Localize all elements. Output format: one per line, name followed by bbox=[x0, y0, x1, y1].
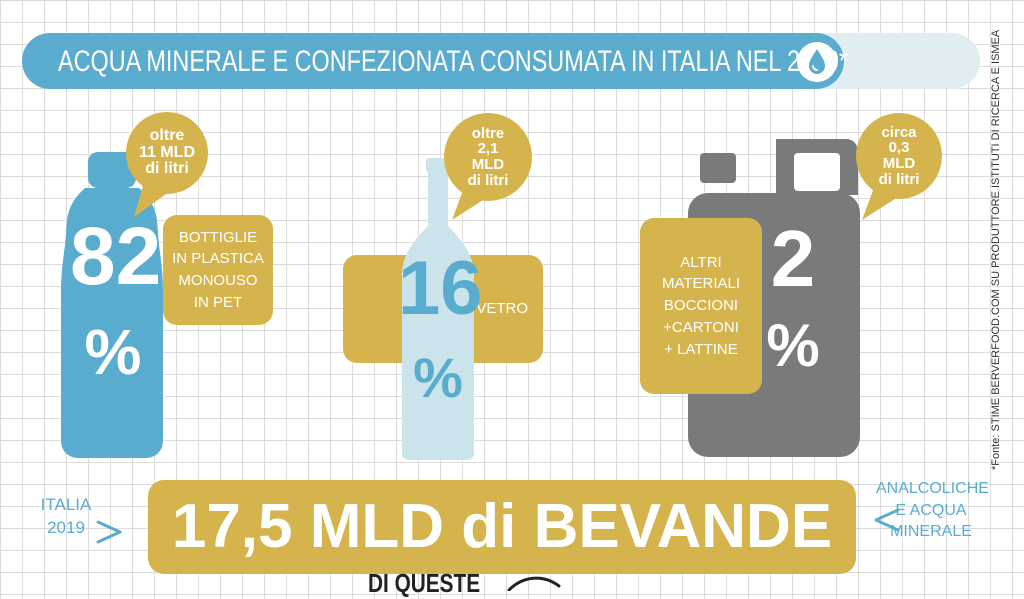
plastic-bottle-icon bbox=[61, 152, 163, 458]
title-bar bbox=[22, 33, 844, 89]
bubble-line: circa bbox=[881, 123, 917, 141]
bubble-line: di litri bbox=[878, 170, 920, 188]
source-note: *Fonte: STIME BERVERFOOD.COM SU PRODUTTO… bbox=[990, 29, 1002, 470]
label-line: IN PLASTICA bbox=[172, 250, 264, 268]
plastic-label: BOTTIGLIE IN PLASTICA MONOUSO IN PET bbox=[163, 215, 273, 325]
bubble-line: oltre bbox=[149, 126, 185, 144]
total-banner bbox=[148, 480, 856, 574]
caption-line: MINERALE bbox=[890, 523, 972, 541]
bubble-line: oltre bbox=[471, 124, 505, 142]
bubble-line: MLD bbox=[882, 155, 916, 172]
caption-line: ITALIA bbox=[40, 495, 92, 514]
bubble-line: di litri bbox=[467, 171, 509, 189]
other-label: ALTRI MATERIALI BOCCIONI +CARTONI + LATT… bbox=[640, 218, 762, 394]
left-caption: ITALIA 2019 bbox=[26, 494, 106, 540]
plastic-volume-bubble: oltre 11 MLD di litri bbox=[126, 112, 208, 194]
label-line: BOCCIONI bbox=[663, 297, 739, 315]
bubble-line: di litri bbox=[145, 160, 189, 178]
bubble-line: 0,3 bbox=[888, 139, 910, 157]
label-line: + LATTINE bbox=[664, 340, 738, 358]
label-line: ALTRI bbox=[680, 253, 722, 271]
curved-arrow-icon bbox=[507, 576, 561, 591]
chevron-left-icon bbox=[874, 508, 900, 532]
glass-percent-sign: % bbox=[413, 346, 463, 409]
label-line: VETRO bbox=[476, 300, 528, 318]
plastic-percent-number: 82 bbox=[70, 211, 162, 302]
chevron-right-icon bbox=[96, 520, 122, 544]
label-line: MATERIALI bbox=[661, 275, 741, 293]
right-caption: ANALCOLICHE E ACQUA MINERALE bbox=[876, 478, 989, 543]
label-line: +CARTONI bbox=[663, 318, 739, 336]
other-percent-number: 2 bbox=[770, 214, 816, 303]
water-drop-icon bbox=[795, 40, 839, 84]
label-line: BOTTIGLIE bbox=[178, 228, 258, 246]
caption-line: E ACQUA bbox=[895, 501, 967, 519]
page-title: ACQUA MINERALE E CONFEZIONATA CONSUMATA … bbox=[58, 45, 849, 78]
glass-percent-number: 16 bbox=[398, 246, 483, 331]
bubble-line: 11 MLD bbox=[138, 143, 195, 161]
glass-volume-bubble: oltre 2,1 MLD di litri bbox=[444, 113, 532, 201]
other-percent-sign: % bbox=[766, 312, 820, 379]
plastic-percent-sign: % bbox=[84, 316, 142, 388]
other-volume-bubble: circa 0,3 MLD di litri bbox=[856, 113, 942, 199]
bottom-caption: DI QUESTE bbox=[368, 568, 481, 598]
total-text: 17,5 MLD di BEVANDE bbox=[171, 492, 833, 561]
bubble-line: 2,1 bbox=[477, 140, 499, 158]
caption-line: 2019 bbox=[47, 517, 85, 537]
caption-line: ANALCOLICHE bbox=[876, 480, 989, 497]
bubble-line: MLD bbox=[471, 156, 505, 173]
label-line: IN PET bbox=[193, 293, 243, 311]
label-line: MONOUSO bbox=[178, 272, 258, 289]
